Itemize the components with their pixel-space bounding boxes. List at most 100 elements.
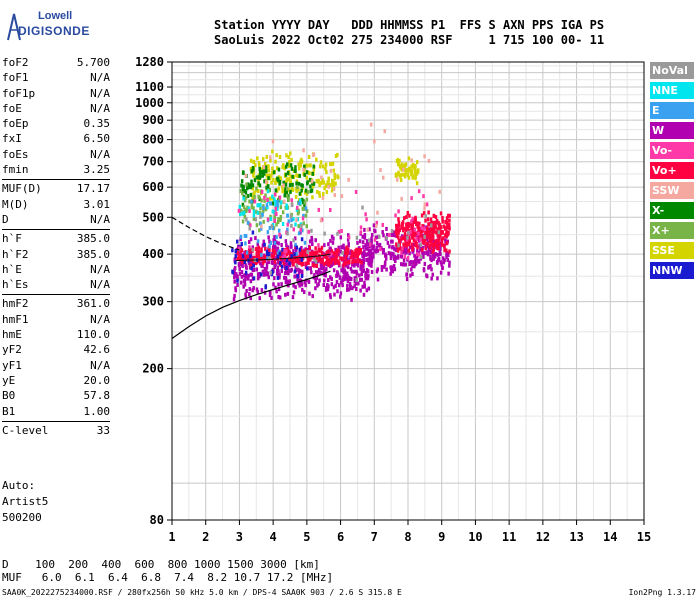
echo-point [285, 203, 288, 208]
echo-point [313, 263, 316, 268]
echo-point [405, 250, 408, 255]
echo-point [297, 162, 300, 167]
echo-point [258, 163, 261, 168]
echo-point [408, 239, 412, 244]
echo-point [393, 246, 396, 251]
echo-point [440, 237, 444, 242]
echo-point [271, 201, 275, 206]
echo-point [285, 252, 289, 257]
echo-point [330, 249, 334, 254]
echo-point [336, 258, 339, 263]
x-tick-label: 10 [468, 530, 482, 544]
echo-point [340, 245, 343, 250]
echo-point [320, 262, 323, 267]
echo-point [250, 272, 254, 277]
echo-point [332, 236, 335, 241]
param-label: hmF1 [2, 312, 29, 326]
muf-row: MUF 6.0 6.1 6.4 6.8 7.4 8.2 10.7 17.2 [M… [2, 571, 334, 584]
echo-point [289, 268, 293, 273]
echo-point [302, 221, 305, 226]
echo-point [261, 243, 265, 248]
echo-point [401, 236, 405, 241]
echo-point [362, 260, 366, 265]
param-value: 33 [96, 423, 110, 437]
echo-point [270, 260, 274, 265]
echo-point [411, 271, 414, 276]
echo-point [350, 297, 353, 302]
echo-point [263, 254, 267, 259]
echo-point [297, 181, 301, 186]
param-value: 3.01 [83, 197, 111, 211]
echo-point [438, 233, 441, 238]
echo-point [293, 236, 297, 241]
echo-point [297, 260, 300, 265]
echo-point [261, 260, 265, 265]
echo-point [241, 219, 245, 224]
echo-point [359, 250, 362, 255]
echo-point [410, 226, 413, 231]
echo-point [427, 265, 431, 270]
echo-point [307, 229, 310, 234]
echo-point [421, 228, 425, 233]
echo-point [256, 289, 260, 294]
echo-point [280, 269, 283, 274]
echo-point [284, 172, 288, 177]
echo-point [422, 211, 426, 216]
auto-label: Auto: [2, 479, 36, 492]
echo-point [419, 247, 422, 252]
echo-point [256, 156, 259, 161]
echo-point [359, 225, 363, 230]
echo-point [314, 286, 317, 291]
echo-point [369, 249, 373, 254]
echo-point [295, 181, 298, 186]
echo-point [262, 171, 266, 176]
echo-point [242, 210, 246, 215]
param-label: MUF(D) [2, 182, 42, 196]
echo-point [411, 235, 414, 240]
echo-point [299, 230, 302, 235]
echo-point [276, 206, 279, 211]
echo-point [252, 216, 256, 221]
echo-point [271, 248, 275, 253]
echo-point [249, 279, 253, 284]
echo-point [274, 262, 277, 267]
echo-point [353, 263, 356, 268]
echo-point [277, 241, 280, 246]
x-tick-label: 5 [303, 530, 310, 544]
echo-point [249, 158, 253, 163]
echo-point [423, 154, 426, 159]
echo-point [331, 240, 335, 245]
echo-point [422, 267, 426, 272]
echo-point [276, 177, 280, 182]
echo-point [260, 189, 264, 194]
echo-point [416, 249, 419, 254]
echo-point [332, 251, 336, 256]
param-row: foEp 0.35 [2, 117, 110, 132]
echo-point [235, 273, 238, 278]
echo-point [402, 262, 405, 267]
echo-point [408, 251, 411, 256]
echo-point [412, 165, 416, 170]
echo-point [400, 167, 404, 172]
param-value: 0.35 [83, 117, 111, 131]
polarization-legend: NoVal NNE E W Vo- Vo+ SSW X- X+ SSE NNW [650, 62, 694, 282]
echo-point [281, 247, 284, 252]
echo-point [240, 280, 243, 285]
echo-point [361, 240, 365, 245]
echo-point [446, 232, 450, 237]
echo-point [327, 249, 330, 254]
echo-point [280, 282, 283, 287]
echo-point [296, 173, 300, 178]
echo-point [255, 175, 259, 180]
echo-point [324, 287, 328, 292]
echo-point [232, 297, 236, 302]
echo-point [290, 254, 293, 259]
echo-point [351, 286, 354, 291]
echo-point [445, 254, 448, 259]
echo-point [244, 209, 248, 214]
echo-point [389, 251, 393, 256]
param-value: 6.50 [83, 132, 111, 146]
echo-point [348, 251, 352, 256]
echo-point [287, 197, 290, 202]
